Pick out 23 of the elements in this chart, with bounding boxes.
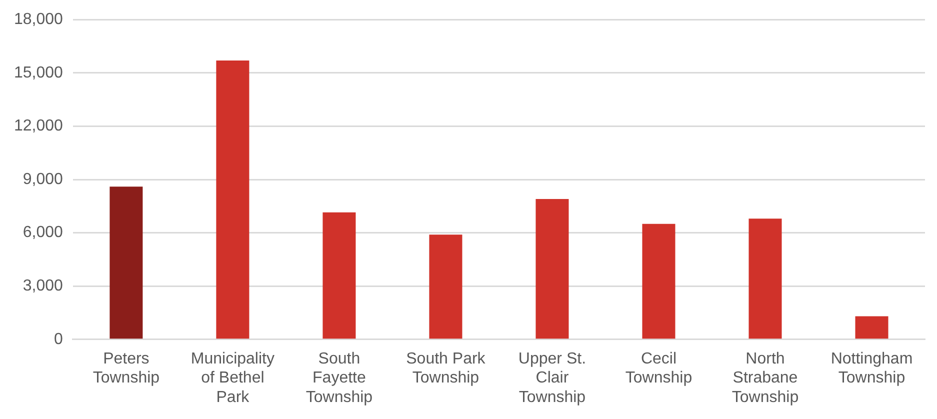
bar (110, 186, 143, 339)
x-tick-label: South Park Township (406, 350, 486, 387)
bar (642, 224, 676, 339)
bar (855, 316, 888, 339)
x-tick-label: Municipality of Bethel Park (190, 350, 274, 406)
y-tick-label: 3,000 (22, 278, 64, 295)
y-tick-label: 15,000 (14, 64, 64, 82)
y-tick-label: 18,000 (14, 11, 64, 28)
bar (429, 234, 462, 339)
y-tick-label: 9,000 (22, 170, 64, 188)
x-tick-label: North Strabane Township (732, 350, 799, 406)
y-tick-label: 6,000 (22, 224, 64, 242)
bar (322, 212, 356, 339)
y-tick-label: 12,000 (14, 118, 64, 135)
x-tick-label: South Fayette Township (306, 350, 373, 406)
x-tick-label: Nottingham Township (830, 350, 913, 387)
x-tick-label: Cecil Township (625, 350, 692, 387)
x-tick-label: Upper St. Clair Township (518, 350, 586, 406)
bar (216, 60, 250, 339)
bar (748, 218, 782, 339)
x-tick-label: Peters Township (92, 350, 160, 387)
y-tick-label: 0 (54, 330, 64, 348)
bar (536, 199, 569, 339)
